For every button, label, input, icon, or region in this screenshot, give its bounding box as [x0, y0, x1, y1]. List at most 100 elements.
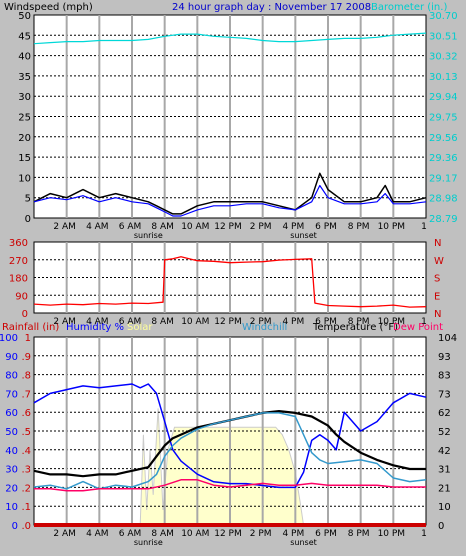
y-tick-label: 360 [9, 238, 28, 249]
y-tick-label: .7 [21, 389, 31, 400]
x-tick-label: 2 PM [250, 222, 272, 232]
sunrise-label: sunrise [134, 231, 163, 240]
y-tick-label: .2 [21, 483, 31, 494]
graph-title: 24 hour graph day : November 17 2008 [172, 2, 371, 13]
y-tick-label-right: 29.94 [429, 92, 458, 103]
wind_avg-line [33, 184, 427, 217]
y-tick-label: .6 [21, 408, 31, 419]
y-tick-label: .1 [21, 502, 31, 513]
y-tick-label-right: N [434, 309, 441, 320]
y-tick-label-right: 83 [438, 371, 451, 382]
y-tick-label-right: 93 [438, 352, 451, 363]
y-tick-label: .0 [21, 521, 31, 532]
y-tick-label-right: N [434, 238, 441, 249]
x-tick-label: 1 [421, 317, 427, 327]
y-tick-label: 0 [22, 309, 28, 320]
y-tick-label-right: 42 [438, 446, 451, 457]
y-tick-label-right: 29.75 [429, 113, 458, 124]
humidity-line [33, 383, 427, 489]
y-tick-label: 45 [18, 31, 31, 42]
x-tick-label: 6 PM [315, 529, 337, 539]
y-tick-label: 25 [18, 113, 31, 124]
temperature-axis-label: Temperature (°F) [312, 322, 398, 333]
y-tick-label-right: 52 [438, 427, 451, 438]
y-tick-label: 30 [18, 92, 31, 103]
y-tick-label: 270 [9, 256, 28, 267]
y-tick-label: 10 [18, 173, 31, 184]
y-tick-label: 90 [5, 352, 18, 363]
x-tick-label: 2 AM [53, 222, 76, 232]
dewpoint-line [34, 479, 426, 492]
y-tick-label: 20 [18, 133, 31, 144]
x-tick-label: 8 PM [348, 222, 370, 232]
y-tick-label-right: 30.13 [429, 72, 458, 83]
y-tick-label: 40 [18, 52, 31, 63]
x-tick-label: 6 AM [119, 317, 142, 327]
y-tick-label-right: 31 [438, 465, 451, 476]
y-tick-label: .5 [21, 427, 31, 438]
y-tick-label: 80 [5, 371, 18, 382]
y-tick-label: 50 [18, 11, 31, 22]
y-tick-label: 15 [18, 153, 31, 164]
y-tick-label: 50 [5, 427, 18, 438]
y-tick-label-right: 29.36 [429, 153, 458, 164]
y-tick-label: 35 [18, 72, 31, 83]
x-tick-label: 1 [421, 222, 427, 232]
y-tick-label: .3 [21, 465, 31, 476]
x-tick-label: 2 PM [250, 317, 272, 327]
sunset-label: sunset [290, 231, 317, 240]
y-tick-label: 100 [0, 333, 18, 344]
chart-layer: 0510152025303540455028.7928.9829.1729.36… [0, 11, 458, 547]
windspeed-axis-label: Windspeed (mph) [4, 2, 93, 13]
y-tick-label: 40 [5, 446, 18, 457]
y-tick-label: 0 [12, 521, 18, 532]
x-tick-label: 6 AM [119, 222, 142, 232]
dewpoint-axis-label: Dew Point [393, 322, 443, 333]
y-tick-label: 60 [5, 408, 18, 419]
sunset-label: sunset [290, 538, 317, 547]
x-tick-label: 12 PM [214, 222, 242, 232]
x-tick-label: 4 PM [282, 317, 304, 327]
x-tick-label: 8 AM [151, 317, 174, 327]
windchill-line [33, 412, 427, 490]
y-tick-label: .4 [21, 446, 31, 457]
x-tick-label: 10 AM [181, 529, 209, 539]
barometer-line [33, 32, 427, 45]
y-tick-label: 70 [5, 389, 18, 400]
y-tick-label-right: 104 [438, 333, 457, 344]
y-tick-label-right: E [434, 291, 440, 302]
x-tick-label: 2 PM [250, 529, 272, 539]
x-tick-label: 10 PM [378, 529, 406, 539]
y-tick-label-right: S [434, 274, 440, 285]
y-tick-label: .9 [21, 352, 31, 363]
wind-line [33, 172, 427, 215]
sunrise-label: sunrise [134, 538, 163, 547]
y-tick-label: 180 [9, 274, 28, 285]
x-tick-label: 2 AM [53, 317, 76, 327]
x-tick-label: 2 AM [53, 529, 76, 539]
x-tick-label: 8 AM [151, 529, 174, 539]
humidity-axis-label: Humidity % [66, 322, 124, 333]
x-tick-label: 10 AM [181, 317, 209, 327]
y-tick-label-right: 30.70 [429, 11, 458, 22]
y-tick-label: 30 [5, 465, 18, 476]
y-tick-label: 90 [15, 291, 28, 302]
x-tick-label: 4 PM [282, 529, 304, 539]
x-tick-label: 4 AM [86, 529, 109, 539]
barometer-axis-label: Barometer (in.) [371, 2, 447, 13]
x-tick-label: 8 PM [348, 317, 370, 327]
x-tick-label: 6 PM [315, 317, 337, 327]
y-tick-label-right: 0 [438, 521, 444, 532]
y-tick-label: 20 [5, 483, 18, 494]
x-tick-label: 4 AM [86, 222, 109, 232]
x-tick-label: 12 PM [214, 317, 242, 327]
x-tick-label: 10 AM [181, 222, 209, 232]
windchill-axis-label: Windchill [242, 322, 287, 333]
x-tick-label: 1 [421, 529, 427, 539]
y-tick-label-right: 29.56 [429, 133, 458, 144]
solar-axis-label: Solar [127, 322, 153, 333]
y-tick-label-right: W [434, 256, 444, 267]
y-tick-label-right: 30.51 [429, 31, 458, 42]
y-tick-label: 10 [5, 502, 18, 513]
